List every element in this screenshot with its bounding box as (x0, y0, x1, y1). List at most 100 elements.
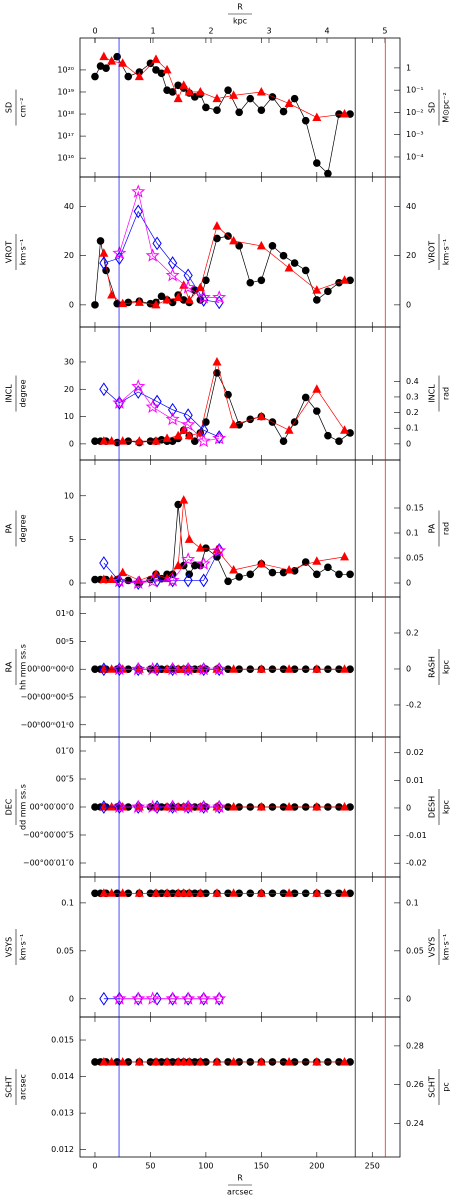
top-tick-label: 5 (382, 27, 387, 36)
point (312, 664, 322, 673)
point (335, 437, 343, 445)
point (113, 52, 121, 61)
point (224, 86, 232, 95)
y-tick-label: 20 (64, 385, 74, 394)
point (312, 285, 322, 294)
point (152, 236, 162, 251)
point (131, 575, 146, 589)
point (99, 436, 109, 445)
point (301, 116, 310, 125)
point (335, 570, 343, 579)
point (99, 888, 109, 897)
y-tick-label: 0.014 (51, 1072, 74, 1081)
y-axis-label: RA (5, 661, 14, 672)
y2-tick-label: 0 (406, 300, 411, 309)
point (165, 573, 180, 587)
top-axis-label: R (237, 3, 243, 12)
y-tick-label: 0 (69, 300, 74, 309)
point (107, 56, 117, 65)
y-axis-label: VROT (5, 241, 14, 263)
point (256, 558, 266, 568)
point (229, 802, 239, 811)
point (324, 169, 332, 178)
y-tick-label: 01ˢ0 (56, 609, 74, 618)
y-axis-label: INCL (5, 384, 14, 403)
y2-tick-label: -0.01 (406, 831, 427, 840)
point (131, 379, 146, 393)
point (184, 86, 194, 96)
y-tick-label: 10 (64, 491, 74, 500)
point (173, 560, 183, 570)
point (196, 556, 211, 570)
point (195, 1056, 205, 1066)
point (107, 1056, 117, 1066)
point (131, 184, 146, 198)
point (256, 802, 266, 811)
point (183, 573, 193, 588)
point (284, 262, 294, 272)
point (256, 411, 266, 421)
point (290, 259, 299, 267)
point (312, 384, 322, 393)
point (157, 69, 166, 78)
y-tick-label: 00ˢ5 (56, 637, 74, 646)
point (256, 888, 266, 897)
y-axis-label: VSYS (5, 937, 14, 958)
point (99, 1056, 109, 1066)
y2-axis-label: VROT (428, 241, 437, 263)
point (313, 159, 321, 167)
y2-tick-label: 10⁻⁴ (406, 152, 424, 161)
point (99, 256, 109, 270)
point (246, 415, 255, 424)
point (195, 543, 205, 552)
point (99, 556, 109, 570)
point (118, 888, 128, 897)
y-tick-label: −00°00′01″0 (23, 859, 74, 868)
bottom-axis-unit: arcsec (227, 1188, 253, 1197)
y-axis-unit: km·s⁻¹ (19, 934, 28, 961)
point (246, 278, 255, 287)
series-line (94, 504, 351, 584)
point (131, 661, 146, 676)
point (214, 430, 224, 444)
point (152, 66, 160, 74)
y-tick-label: 10¹⁷ (57, 132, 74, 141)
point (134, 71, 144, 81)
point (162, 433, 172, 442)
point (212, 661, 227, 676)
y2-tick-label: 0 (406, 439, 411, 448)
point (212, 991, 227, 1005)
y-tick-label: 10 (64, 412, 74, 421)
y-tick-label: 10¹⁶ (57, 154, 74, 163)
y-tick-label: 0.05 (56, 946, 74, 955)
point (213, 106, 221, 114)
point (124, 72, 133, 81)
point (173, 93, 183, 103)
y-tick-label: 0 (69, 994, 74, 1003)
y2-axis-label: SD (428, 102, 437, 113)
point (202, 276, 210, 285)
top-tick-label: 1 (150, 27, 155, 36)
y2-tick-label: 0 (406, 994, 411, 1003)
y-axis-label: DEC (5, 798, 14, 815)
y2-tick-label: 1 (406, 63, 411, 72)
point (165, 661, 180, 676)
point (324, 287, 332, 296)
y2-tick-label: 0 (406, 803, 411, 812)
point (212, 290, 227, 304)
point (196, 433, 211, 448)
point (181, 552, 196, 566)
point (99, 664, 109, 673)
point (162, 294, 172, 304)
y2-tick-label: 20 (406, 251, 416, 260)
y-tick-label: 10²⁰ (57, 65, 74, 74)
point (124, 298, 133, 307)
y-axis-label: PA (5, 523, 14, 533)
point (284, 1056, 294, 1066)
point (107, 888, 117, 897)
point (195, 86, 205, 96)
point (91, 437, 99, 445)
y-tick-label: 10¹⁹ (57, 87, 74, 96)
y2-axis-label: INCL (428, 384, 437, 403)
y2-tick-label: 10⁻² (406, 108, 424, 117)
